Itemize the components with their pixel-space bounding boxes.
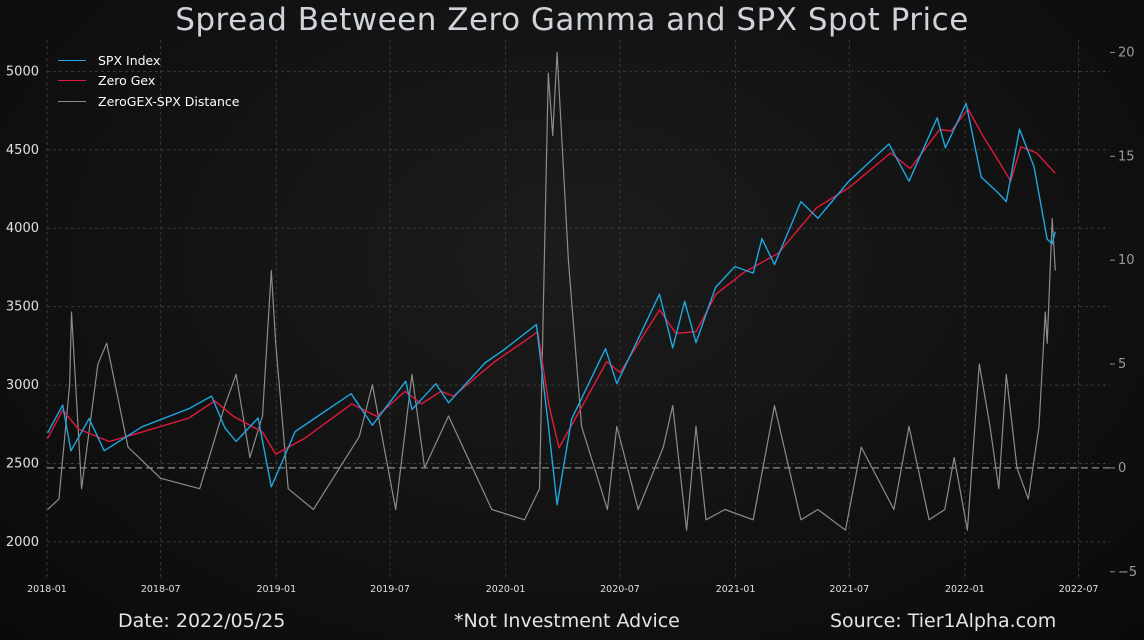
legend-item-distance: ZeroGEX-SPX Distance xyxy=(58,91,239,112)
footer-source: Source: Tier1Alpha.com xyxy=(830,610,1057,632)
legend-label-zero-gex: Zero Gex xyxy=(98,73,156,89)
legend-item-zero-gex: Zero Gex xyxy=(58,71,239,92)
footer-disclaimer: *Not Investment Advice xyxy=(454,610,680,632)
x-tick-label: 2020-07 xyxy=(600,584,640,595)
y-right-tick-label: 5 xyxy=(1118,357,1126,372)
y-left-tick-label: 2000 xyxy=(6,535,39,550)
legend-swatch-distance xyxy=(58,100,86,102)
chart-title: Spread Between Zero Gamma and SPX Spot P… xyxy=(175,2,969,38)
y-axis-right: −5 0 5 10 15 20 xyxy=(1110,45,1137,580)
y-right-tick-label: 0 xyxy=(1118,461,1126,476)
x-tick-label: 2018-01 xyxy=(27,584,67,595)
y-left-tick-label: 2500 xyxy=(6,456,39,471)
footer-date: Date: 2022/05/25 xyxy=(118,610,286,632)
x-tick-label: 2021-01 xyxy=(716,584,756,595)
legend-swatch-zero-gex xyxy=(58,80,86,82)
x-tick-label: 2019-01 xyxy=(256,584,296,595)
y-left-tick-label: 4500 xyxy=(6,143,39,158)
y-right-tick-label: −5 xyxy=(1118,565,1137,580)
x-tick-label: 2021-07 xyxy=(829,584,869,595)
x-axis: 2018-01 2018-07 2019-01 2019-07 2020-01 2020-… xyxy=(27,584,1098,595)
y-left-tick-label: 5000 xyxy=(6,64,39,79)
spx-index-line xyxy=(46,102,1056,506)
x-tick-label: 2019-07 xyxy=(370,584,410,595)
distance-line xyxy=(47,51,1056,531)
x-tick-label: 2020-01 xyxy=(486,584,526,595)
y-left-tick-label: 3000 xyxy=(6,378,39,393)
x-tick-label: 2018-07 xyxy=(141,584,181,595)
y-right-tick-label: 20 xyxy=(1118,45,1135,60)
y-left-tick-label: 3500 xyxy=(6,300,39,315)
legend-item-spx: SPX Index xyxy=(58,50,239,71)
x-tick-label: 2022-07 xyxy=(1059,584,1099,595)
grid-lines xyxy=(46,40,1110,578)
legend: SPX Index Zero Gex ZeroGEX-SPX Distance xyxy=(58,50,239,112)
x-tick-label: 2022-01 xyxy=(945,584,985,595)
y-right-tick-label: 15 xyxy=(1118,149,1135,164)
zero-gex-line xyxy=(46,108,1056,455)
legend-label-distance: ZeroGEX-SPX Distance xyxy=(98,93,240,109)
series-lines xyxy=(46,51,1056,531)
legend-label-spx: SPX Index xyxy=(98,52,161,68)
y-left-tick-label: 4000 xyxy=(6,221,39,236)
y-axis-left: 2000 2500 3000 3500 4000 4500 5000 xyxy=(6,64,39,550)
legend-swatch-spx xyxy=(58,59,86,61)
y-right-tick-label: 10 xyxy=(1118,253,1135,268)
